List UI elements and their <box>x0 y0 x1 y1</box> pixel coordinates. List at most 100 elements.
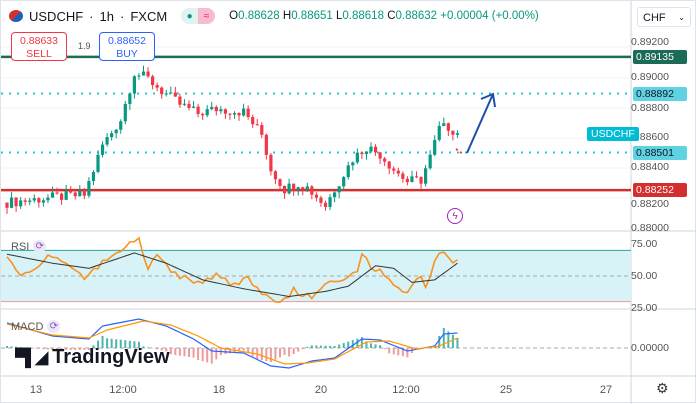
candle <box>24 200 27 201</box>
candle <box>383 159 386 162</box>
candle <box>124 104 127 121</box>
level-price-label: 0.88892 <box>633 87 687 101</box>
spread: 1.9 <box>78 41 91 51</box>
candle <box>92 172 95 181</box>
candle <box>60 194 63 200</box>
macd-histogram-bar <box>365 343 367 349</box>
candle <box>160 88 163 94</box>
macd-histogram-bar <box>183 348 185 356</box>
candle <box>42 200 45 202</box>
candle <box>146 72 149 77</box>
candle <box>356 153 359 163</box>
macd-histogram-bar <box>197 348 199 360</box>
candle <box>142 72 145 76</box>
macd-histogram-bar <box>397 348 399 355</box>
currency-select[interactable]: CHF⌄ <box>637 7 691 27</box>
axis-label: 0.89000 <box>631 71 691 84</box>
macd-histogram-bar <box>379 345 381 348</box>
candle <box>178 97 181 105</box>
candle <box>87 181 90 196</box>
market-status-toggle[interactable]: ●≈ <box>181 8 215 24</box>
candle <box>233 113 236 114</box>
candle <box>219 109 222 111</box>
candle <box>274 171 277 179</box>
candle <box>365 151 368 154</box>
macd-histogram-bar <box>329 346 331 348</box>
macd-histogram-bar <box>11 346 13 348</box>
candle <box>83 191 86 196</box>
macd-histogram-bar <box>297 348 299 352</box>
macd-histogram-bar <box>452 335 454 348</box>
axis-label: 0.89200 <box>631 36 691 49</box>
macd-histogram-bar <box>388 348 390 353</box>
macd-histogram-bar <box>384 348 386 349</box>
candle <box>192 107 195 108</box>
level-price-label: 0.88252 <box>633 183 687 197</box>
macd-histogram-bar <box>202 348 204 361</box>
candle <box>215 107 218 111</box>
macd-histogram-bar <box>293 348 295 354</box>
candle <box>338 186 341 192</box>
macd-histogram-bar <box>179 348 181 356</box>
axis-label: 0.88200 <box>631 198 691 211</box>
candle <box>447 123 450 131</box>
candle <box>433 140 436 155</box>
refresh-icon: ⟳ <box>33 240 46 253</box>
macd-histogram-bar <box>320 346 322 348</box>
settings-icon[interactable]: ⚙ <box>656 380 669 397</box>
candle <box>183 104 186 105</box>
candle <box>369 147 372 152</box>
macd-histogram-bar <box>243 348 245 351</box>
macd-histogram-bar <box>284 348 286 355</box>
macd-histogram-bar <box>215 348 217 359</box>
candle <box>187 104 190 108</box>
candle <box>197 107 200 114</box>
candle <box>328 197 331 207</box>
candle <box>224 109 227 113</box>
candle <box>429 155 432 169</box>
macd-histogram-bar <box>443 328 445 348</box>
macd-histogram-bar <box>347 342 349 348</box>
market-open-dot-icon: ● <box>181 8 198 24</box>
macd-histogram-bar <box>334 346 336 348</box>
exchange: FXCM <box>130 9 167 24</box>
interval[interactable]: 1h <box>100 9 114 24</box>
tradingview-logo[interactable]: ▀▌◢TradingView <box>15 346 170 369</box>
macd-histogram-bar <box>343 343 345 348</box>
candle <box>237 113 240 115</box>
candle <box>128 94 131 104</box>
lightning-event-icon[interactable]: ϟ <box>447 208 463 224</box>
macd-histogram-bar <box>261 348 263 360</box>
level-price-label: 0.89135 <box>633 50 687 64</box>
time-label: 25 <box>500 384 512 396</box>
candle <box>374 147 377 153</box>
candle <box>297 187 300 190</box>
candle <box>347 165 350 177</box>
time-label: 20 <box>315 384 327 396</box>
separator: · <box>120 9 124 24</box>
macd-histogram-bar <box>325 346 327 348</box>
macd-legend[interactable]: MACD⟳ <box>11 320 60 333</box>
candle <box>74 193 77 197</box>
candle <box>406 179 409 182</box>
macd-histogram-bar <box>338 345 340 348</box>
axis-label: 75.00 <box>631 238 691 251</box>
macd-histogram-bar <box>174 348 176 355</box>
symbol-name[interactable]: USDCHF <box>29 9 83 24</box>
candle <box>156 85 159 88</box>
candle <box>306 186 309 189</box>
rsi-legend[interactable]: RSI⟳ <box>11 240 46 253</box>
candle <box>388 162 391 169</box>
candle <box>288 184 291 194</box>
macd-histogram-bar <box>370 343 372 348</box>
level-price-label: 0.88501 <box>633 146 687 160</box>
macd-histogram-bar <box>265 348 267 361</box>
macd-histogram-bar <box>6 346 8 348</box>
candle <box>65 191 68 200</box>
arrow-up-icon <box>467 94 495 153</box>
macd-histogram-bar <box>393 348 395 354</box>
